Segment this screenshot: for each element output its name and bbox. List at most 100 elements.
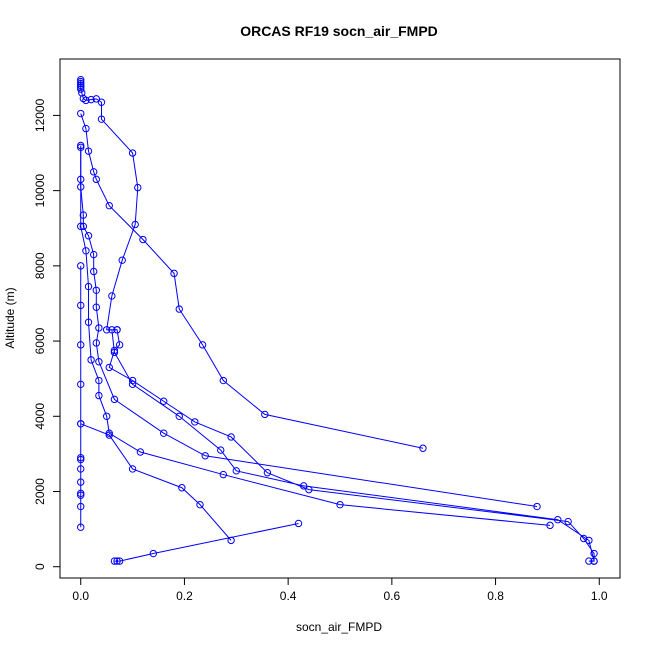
data-point <box>105 201 113 210</box>
data-point <box>77 81 85 90</box>
data-point <box>77 380 85 389</box>
data-point <box>77 453 85 462</box>
data-point <box>90 168 98 176</box>
data-point <box>77 175 85 184</box>
data-point <box>77 478 85 486</box>
data-point <box>77 420 85 428</box>
data-point <box>105 429 113 437</box>
data-point <box>128 149 137 157</box>
data-point <box>590 557 598 565</box>
data-point <box>110 395 119 404</box>
data-point <box>178 484 186 492</box>
x-tick-label: 0.0 <box>72 589 89 603</box>
data-point <box>105 363 113 372</box>
data-point <box>419 444 427 452</box>
data-point <box>108 292 116 300</box>
data-point <box>77 85 85 93</box>
data-point <box>118 256 126 264</box>
data-point <box>191 418 199 426</box>
data-point <box>77 489 85 498</box>
data-point <box>113 557 121 565</box>
y-tick-label: 4000 <box>33 403 47 430</box>
data-point <box>97 115 106 123</box>
data-point <box>294 519 303 528</box>
data-point <box>84 318 93 326</box>
data-point <box>113 326 121 334</box>
data-point <box>92 303 101 311</box>
data-point <box>84 282 93 291</box>
data-point <box>102 412 111 420</box>
series-layer <box>77 75 598 565</box>
data-point <box>82 124 90 133</box>
x-tick-label: 1.0 <box>591 589 608 603</box>
data-point <box>84 232 93 240</box>
data-point <box>160 429 168 437</box>
data-point <box>84 147 93 155</box>
data-point <box>128 380 137 389</box>
series-6 <box>77 420 235 545</box>
series-line <box>80 147 551 526</box>
data-point <box>585 557 593 565</box>
data-point <box>77 455 85 464</box>
data-point <box>261 410 269 419</box>
data-point <box>175 412 183 420</box>
data-point <box>115 557 124 565</box>
data-point <box>82 96 90 105</box>
data-point <box>90 267 98 276</box>
series-line <box>114 522 299 562</box>
data-point <box>131 220 139 229</box>
y-tick-label: 2000 <box>33 478 47 505</box>
series-4 <box>77 143 554 530</box>
y-tick-label: 6000 <box>33 327 47 354</box>
data-point <box>92 175 101 184</box>
data-point <box>77 491 85 499</box>
data-point <box>219 376 228 385</box>
data-point <box>300 482 308 490</box>
data-point <box>110 348 119 357</box>
data-point <box>232 467 241 475</box>
series-line <box>80 113 424 449</box>
data-point <box>90 250 98 259</box>
data-point <box>554 516 562 524</box>
x-tick-label: 0.6 <box>384 589 401 603</box>
data-point <box>92 95 101 103</box>
data-point <box>77 465 85 473</box>
data-point <box>79 211 88 219</box>
data-point <box>87 356 95 364</box>
data-point <box>95 324 103 332</box>
series-1 <box>77 75 598 565</box>
data-point <box>115 341 124 349</box>
x-tick-label: 0.8 <box>487 589 504 603</box>
series-5 <box>77 262 85 531</box>
x-axis: 0.0 0.2 0.4 0.6 0.8 1.0 <box>72 577 608 603</box>
data-point <box>77 301 85 310</box>
data-point <box>136 448 145 456</box>
y-tick-label: 0 <box>33 563 47 570</box>
data-point <box>108 326 116 334</box>
data-point <box>77 222 85 231</box>
y-tick-label: 12000 <box>33 98 47 132</box>
x-axis-label: socn_air_FMPD <box>296 620 382 634</box>
data-point <box>201 452 209 460</box>
data-point <box>263 469 272 477</box>
series-2 <box>77 109 427 452</box>
data-point <box>95 376 103 385</box>
data-point <box>170 269 178 278</box>
data-point <box>82 247 90 255</box>
y-axis-label: Altitude (m) <box>3 287 17 348</box>
data-point <box>77 79 85 88</box>
data-point <box>139 235 147 244</box>
data-point <box>95 391 103 400</box>
data-point <box>105 431 113 439</box>
series-7 <box>110 519 303 565</box>
data-point <box>92 286 101 294</box>
data-point <box>336 500 344 509</box>
data-point <box>128 465 137 473</box>
data-point <box>175 305 183 313</box>
data-point <box>149 549 158 558</box>
data-point <box>79 222 88 231</box>
y-tick-label: 8000 <box>33 252 47 279</box>
data-point <box>217 446 225 454</box>
y-tick-label: 10000 <box>33 174 47 208</box>
